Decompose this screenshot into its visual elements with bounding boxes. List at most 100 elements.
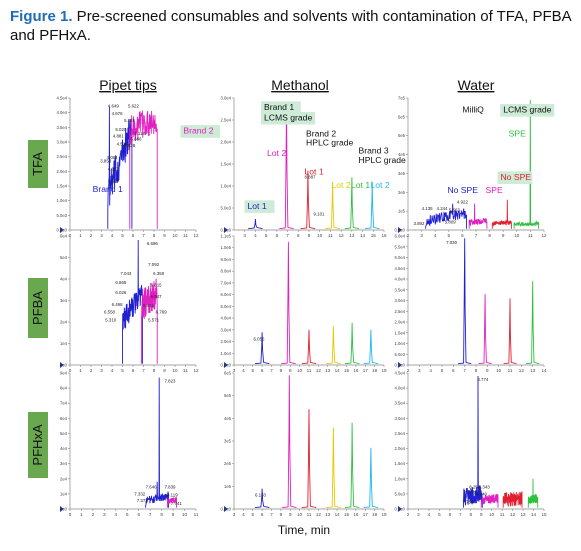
peak-label-pfhxa-pipet-tips: 7.646 bbox=[146, 485, 158, 490]
y-tick-label-pfba-methanol: 1.0e5 bbox=[221, 245, 232, 250]
peak-label-tfa-water: 3.892 bbox=[413, 221, 425, 226]
peak-label-tfa-pipet-tips: 4.524 bbox=[117, 142, 129, 147]
row-label-pfhxa-text: PFHxA bbox=[30, 424, 45, 466]
peak-label-pfba-pipet-tips: 6.350 bbox=[153, 271, 165, 276]
trace-tfa-water-no-spe bbox=[491, 199, 512, 229]
x-tick-label-pfba-water: 3 bbox=[418, 368, 421, 373]
trace-tfa-pipet-tips-brand-2 bbox=[129, 110, 158, 229]
trace-pfba-water-no-spe bbox=[458, 238, 472, 365]
x-tick-label-pfhxa-methanol: 18 bbox=[372, 512, 378, 517]
y-tick-label-pfhxa-methanol: 1e5 bbox=[224, 484, 232, 489]
axis-marker-tfa-methanol bbox=[224, 227, 228, 233]
y-tick-label-pfba-water: 2.0e4 bbox=[395, 320, 406, 325]
y-tick-label-pfba-pipet-tips: 4e4 bbox=[60, 277, 68, 282]
y-tick-label-pfba-methanol: 9.0e4 bbox=[221, 257, 232, 262]
peak-label-pfba-pipet-tips: 5.571 bbox=[148, 317, 160, 322]
y-tick-label-tfa-pipet-tips: 5.0e3 bbox=[57, 213, 68, 218]
y-tick-label-pfba-pipet-tips: 2e4 bbox=[60, 320, 68, 325]
y-tick-label-pfhxa-water: 1.5e4 bbox=[395, 461, 406, 466]
panel-pfba-methanol: 0.0e0 1.0e4 2.0e4 3.0e4 4.0e4 5.0e4 6.0e4 7.0e4… bbox=[221, 234, 387, 374]
y-tick-label-pfba-pipet-tips: 5e4 bbox=[60, 255, 68, 260]
annotation-box-tfa-methanol bbox=[244, 200, 275, 213]
annotation-tfa-methanol-lot-1: Lot 1 bbox=[351, 180, 370, 190]
annotation-tfa-pipet-tips-brand-1: Brand 1 bbox=[93, 184, 123, 194]
y-tick-label-pfba-water: 6.0e4 bbox=[395, 234, 406, 239]
annotation-box-tfa-water bbox=[500, 104, 555, 117]
y-tick-label-pfba-methanol: 3.0e4 bbox=[221, 327, 232, 332]
x-tick-label-pfba-methanol: 3 bbox=[233, 368, 236, 373]
peak-label-tfa-pipet-tips: 4.084 bbox=[107, 155, 119, 160]
peak-label-pfhxa-water: 8.774 bbox=[477, 377, 489, 382]
trace-pfhxa-pipet-tips-brand-2 bbox=[166, 496, 177, 508]
annotation-tfa-pipet-tips-brand-2: Brand 2 bbox=[183, 126, 213, 136]
x-tick-label-tfa-methanol: 8 bbox=[297, 233, 300, 238]
x-tick-label-pfba-water: 14 bbox=[541, 368, 547, 373]
y-tick-label-pfba-methanol: 8.0e4 bbox=[221, 269, 232, 274]
annotation-box-tfa-pipet-tips bbox=[180, 125, 221, 138]
x-tick-label-pfhxa-water: 7 bbox=[459, 512, 462, 517]
x-tick-label-pfba-pipet-tips: 9 bbox=[163, 368, 166, 373]
peak-label-pfba-pipet-tips: 7.092 bbox=[148, 262, 160, 267]
peak-label-tfa-pipet-tips: 5.145 bbox=[124, 118, 136, 123]
x-tick-label-pfba-pipet-tips: 8 bbox=[153, 368, 156, 373]
y-tick-label-tfa-methanol: 0.0e0 bbox=[221, 228, 232, 233]
trace-tfa-methanol-lot-2 bbox=[325, 181, 340, 230]
annotation-tfa-methanol-hplc-grade: HPLC grade bbox=[359, 155, 407, 165]
x-tick-label-pfba-methanol: 18 bbox=[372, 368, 378, 373]
trace-pfba-water-no-spe bbox=[503, 298, 517, 365]
y-tick-label-pfhxa-water: 3.5e4 bbox=[395, 401, 406, 406]
x-tick-label-pfhxa-methanol: 9 bbox=[289, 512, 292, 517]
x-tick-label-pfhxa-methanol: 3 bbox=[233, 512, 236, 517]
x-tick-label-pfba-methanol: 9 bbox=[289, 368, 292, 373]
y-tick-label-tfa-water: 2e5 bbox=[398, 190, 406, 195]
row-label-tfa: TFA bbox=[28, 140, 48, 188]
y-tick-label-pfba-methanol: 0.0e0 bbox=[221, 363, 232, 368]
y-tick-label-pfhxa-water: 5.0e3 bbox=[395, 491, 406, 496]
x-tick-label-tfa-water: 9 bbox=[502, 233, 505, 238]
x-tick-label-pfhxa-methanol: 19 bbox=[381, 512, 387, 517]
axis-marker-pfhxa-pipet-tips bbox=[60, 506, 64, 512]
x-tick-label-pfba-methanol: 5 bbox=[251, 368, 254, 373]
trace-pfhxa-methanol-lot-2 bbox=[326, 427, 341, 509]
x-tick-label-pfba-water: 8 bbox=[475, 368, 478, 373]
y-tick-label-tfa-methanol: 1.0e4 bbox=[221, 184, 232, 189]
y-tick-label-pfba-methanol: 5.0e4 bbox=[221, 304, 232, 309]
x-tick-label-pfhxa-water: 15 bbox=[541, 512, 547, 517]
y-tick-label-pfhxa-water: 2.0e4 bbox=[395, 446, 406, 451]
peak-label-tfa-pipet-tips: 4.676 bbox=[112, 111, 124, 116]
x-tick-label-pfba-water: 11 bbox=[508, 368, 513, 373]
x-tick-label-pfba-methanol: 7 bbox=[270, 368, 273, 373]
column-title-methanol: Methanol bbox=[271, 77, 329, 93]
x-tick-label-pfhxa-methanol: 16 bbox=[353, 512, 359, 517]
x-tick-label-pfhxa-methanol: 12 bbox=[316, 512, 322, 517]
x-tick-label-pfba-water: 10 bbox=[496, 368, 502, 373]
peak-label-tfa-pipet-tips: 4.037 bbox=[108, 167, 120, 172]
axis-marker-tfa-pipet-tips bbox=[60, 227, 64, 233]
x-tick-label-pfhxa-methanol: 11 bbox=[307, 512, 312, 517]
x-tick-label-pfba-methanol: 8 bbox=[280, 368, 283, 373]
y-tick-label-pfba-water: 5.5e4 bbox=[395, 244, 406, 249]
y-tick-label-pfhxa-pipet-tips: 7e4 bbox=[60, 401, 68, 406]
axis-marker-pfba-methanol bbox=[224, 362, 228, 368]
y-tick-label-pfba-methanol: 1.0e4 bbox=[221, 351, 232, 356]
x-tick-label-pfba-water: 5 bbox=[441, 368, 444, 373]
x-tick-label-pfba-water: 4 bbox=[429, 368, 432, 373]
x-tick-label-tfa-pipet-tips: 6 bbox=[132, 233, 135, 238]
y-tick-label-pfba-methanol: 7.0e4 bbox=[221, 280, 232, 285]
peak-label-tfa-methanol: 9.101 bbox=[314, 212, 326, 217]
y-tick-label-tfa-pipet-tips: 3.0e4 bbox=[57, 140, 68, 145]
trace-pfba-methanol-lot-1 bbox=[301, 329, 317, 365]
y-tick-label-pfba-water: 4.5e4 bbox=[395, 266, 406, 271]
annotation-tfa-water-lcms-grade: LCMS grade bbox=[503, 105, 551, 115]
x-tick-label-pfba-methanol: 16 bbox=[353, 368, 359, 373]
y-tick-label-pfba-methanol: 1.1e5 bbox=[221, 234, 232, 239]
x-tick-label-tfa-water: 3 bbox=[420, 233, 423, 238]
peak-label-pfba-pipet-tips: 6.865 bbox=[115, 280, 127, 285]
annotation-tfa-methanol-lot-2: Lot 2 bbox=[267, 148, 286, 158]
x-tick-label-pfhxa-water: 12 bbox=[510, 512, 516, 517]
annotation-tfa-water-spe: SPE bbox=[509, 128, 526, 138]
y-tick-label-tfa-pipet-tips: 2.0e4 bbox=[57, 169, 68, 174]
x-tick-label-pfba-pipet-tips: 5 bbox=[121, 368, 124, 373]
y-tick-label-pfhxa-methanol: 6e5 bbox=[224, 371, 232, 376]
y-tick-label-pfhxa-pipet-tips: 3e4 bbox=[60, 461, 68, 466]
